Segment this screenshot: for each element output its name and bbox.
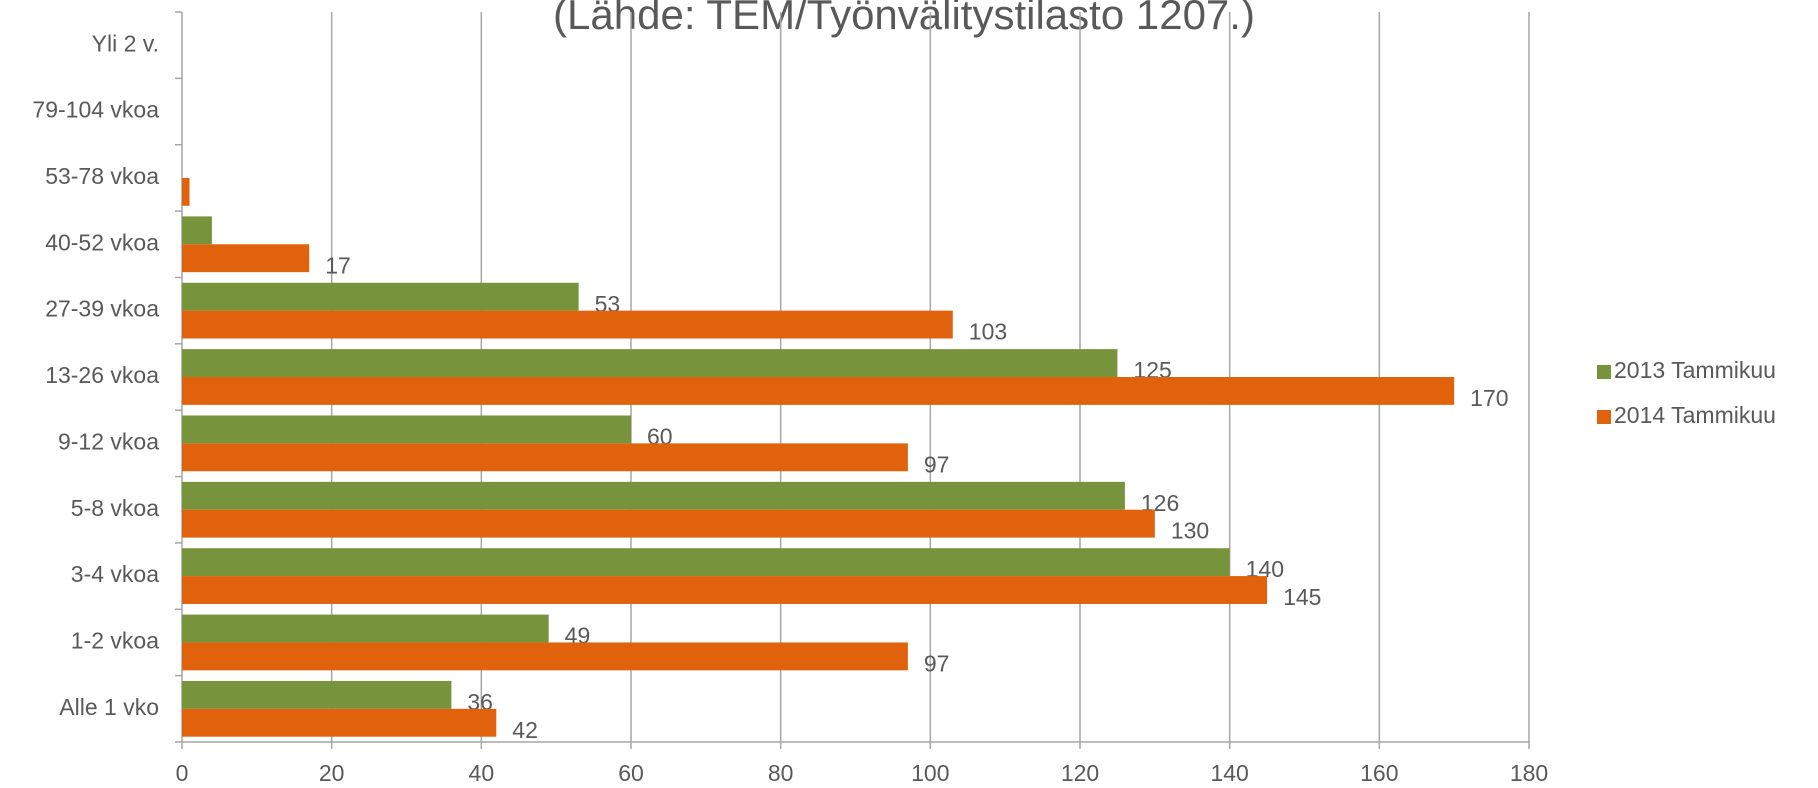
bar [182, 177, 190, 206]
legend-label: 2014 Tammikuu [1614, 402, 1776, 428]
bar [182, 415, 631, 444]
data-label: 130 [1171, 518, 1209, 544]
y-tick-label: 27-39 vkoa [45, 296, 159, 322]
bar [182, 443, 908, 472]
x-tick-label: 40 [469, 760, 495, 786]
bar [182, 614, 549, 643]
y-tick-label: 1-2 vkoa [71, 628, 159, 654]
data-label: 17 [325, 252, 351, 278]
data-label: 145 [1283, 584, 1321, 610]
data-label: 42 [512, 717, 538, 743]
bar [182, 642, 908, 671]
data-label: 170 [1470, 385, 1508, 411]
x-tick-label: 0 [176, 760, 189, 786]
x-tick-label: 180 [1510, 760, 1548, 786]
legend-swatch [1597, 410, 1611, 424]
bar [182, 310, 953, 339]
bar [182, 576, 1268, 604]
y-tick-label: 13-26 vkoa [45, 362, 159, 388]
bar [182, 349, 1118, 377]
bar [182, 244, 310, 273]
bar [182, 216, 212, 245]
y-tick-label: 9-12 vkoa [58, 428, 159, 454]
x-tick-label: 140 [1210, 760, 1248, 786]
chart-title: (Lähde: TEM/Työnvälitystilasto 1207.) [553, 0, 1255, 38]
y-tick-label: Yli 2 v. [92, 30, 159, 56]
y-tick-label: 3-4 vkoa [71, 561, 159, 587]
data-label: 103 [969, 319, 1007, 345]
x-tick-label: 120 [1061, 760, 1099, 786]
x-tick-label: 160 [1360, 760, 1398, 786]
legend-swatch [1597, 365, 1611, 379]
bar [182, 548, 1230, 577]
x-tick-label: 80 [768, 760, 794, 786]
y-tick-label: 79-104 vkoa [32, 97, 159, 123]
data-label: 97 [924, 451, 950, 477]
data-label: 97 [924, 650, 950, 676]
y-tick-label: Alle 1 vko [59, 694, 159, 720]
y-tick-label: 53-78 vkoa [45, 163, 159, 189]
legend-label: 2013 Tammikuu [1614, 357, 1776, 383]
x-tick-label: 60 [618, 760, 644, 786]
bar [182, 377, 1455, 405]
y-tick-label: 40-52 vkoa [45, 229, 159, 255]
bar [182, 481, 1125, 510]
y-tick-label: 5-8 vkoa [71, 495, 159, 521]
x-tick-label: 100 [911, 760, 949, 786]
x-tick-label: 20 [319, 760, 345, 786]
bar [182, 282, 579, 311]
bar [182, 708, 497, 737]
bar [182, 680, 452, 709]
bar [182, 509, 1155, 538]
